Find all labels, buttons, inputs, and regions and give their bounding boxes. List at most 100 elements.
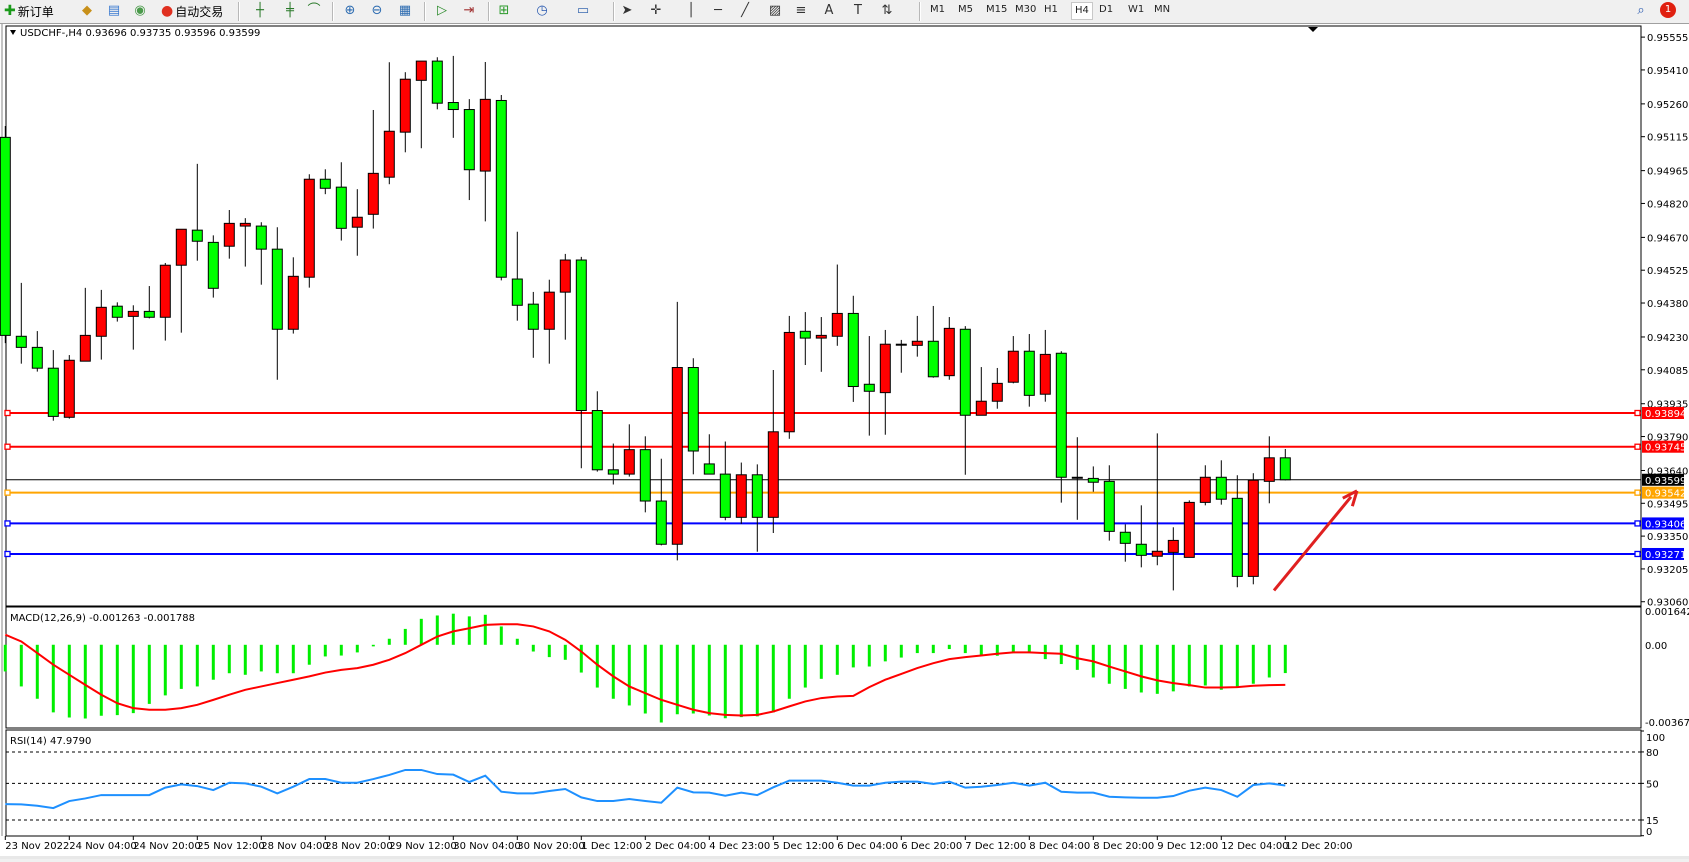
separator	[424, 2, 426, 21]
time-label: 30 Nov 04:00	[453, 841, 520, 852]
candle-bearish	[687, 367, 699, 452]
arrow-head-icon	[1342, 489, 1359, 507]
macd-panel[interactable]	[5, 606, 1642, 729]
timeframe-h4[interactable]: H4	[1071, 2, 1093, 20]
candle-bullish	[975, 400, 987, 416]
trend-arrow-icon[interactable]	[1272, 495, 1353, 592]
candle-bearish	[591, 410, 603, 471]
toolbar: ✚ 新订单 ◆ ▤ ◉ ● 自动交易 ┼ ╪ ⌒ ⊕ ⊖ ▦ ▷ ⇥ ⊞ ◷ ▭…	[0, 0, 1689, 24]
price-tick-label: 0.94525	[1647, 266, 1688, 277]
candle-bearish	[191, 229, 203, 242]
search-icon[interactable]: ⌕	[1637, 3, 1645, 18]
notification-badge[interactable]: 1	[1660, 2, 1676, 18]
candle-bullish	[303, 178, 315, 278]
price-tick-label: 0.93935	[1647, 400, 1688, 411]
time-label: 25 Nov 12:00	[197, 841, 264, 852]
bar-chart-icon[interactable]: ┼	[256, 3, 264, 18]
candle-bearish	[207, 241, 219, 289]
line-anchor-handle[interactable]	[4, 550, 11, 558]
candle-bullish	[1183, 501, 1195, 558]
price-tick-label: 0.95555	[1647, 33, 1688, 44]
candle-bearish	[1087, 477, 1099, 483]
candle-bearish	[431, 60, 443, 104]
text-icon[interactable]: A	[824, 3, 834, 18]
new-order-button[interactable]: ✚ 新订单	[4, 2, 54, 20]
collapse-triangle-icon[interactable]	[10, 30, 16, 35]
line-anchor-handle[interactable]	[4, 520, 11, 527]
auto-scroll-icon[interactable]: ⇥	[463, 3, 475, 18]
price-tick-label: 0.93790	[1647, 433, 1688, 444]
trendline-icon[interactable]: ╱	[741, 3, 749, 18]
main-chart-panel[interactable]	[5, 25, 1642, 607]
navigator-icon[interactable]: ▤	[107, 3, 121, 18]
candlestick-chart-icon[interactable]: ╪	[286, 3, 294, 18]
line-anchor-handle[interactable]	[1634, 550, 1641, 558]
candle-bearish	[847, 312, 859, 388]
candle-bullish	[623, 449, 635, 475]
timeframe-h1[interactable]: H1	[1044, 4, 1058, 15]
price-tick-label: 0.93205	[1647, 565, 1688, 576]
price-tick-label: 0.94670	[1647, 233, 1688, 244]
cursor-icon[interactable]: ➤	[621, 3, 633, 18]
timeframe-m30[interactable]: M30	[1015, 4, 1037, 15]
timeframe-m5[interactable]: M5	[958, 4, 973, 15]
price-chart[interactable]: USDCHF-,H4 0.93696 0.93735 0.93596 0.935…	[0, 24, 1689, 858]
candle-bullish	[879, 343, 891, 394]
candle-bearish	[1119, 531, 1131, 544]
rsi-tick-label: 50	[1646, 779, 1659, 790]
timeframe-w1[interactable]: W1	[1128, 4, 1145, 15]
indicators-icon[interactable]: ⊞	[498, 3, 510, 18]
price-tick-label: 0.93060	[1647, 598, 1688, 609]
line-anchor-handle[interactable]	[4, 489, 11, 496]
arrows-icon[interactable]: ⇅	[881, 3, 893, 18]
time-label: 6 Dec 04:00	[837, 841, 898, 852]
candle-bullish	[415, 60, 427, 81]
tile-windows-icon[interactable]: ▦	[398, 3, 412, 18]
meta-editor-icon[interactable]: ◆	[82, 3, 92, 18]
timeframe-m1[interactable]: M1	[930, 4, 945, 15]
line-anchor-handle[interactable]	[1634, 443, 1641, 450]
chart-shift-marker-icon[interactable]	[1308, 27, 1318, 32]
line-anchor-handle[interactable]	[1634, 520, 1641, 527]
line-anchor-handle[interactable]	[4, 409, 11, 417]
time-label: 12 Dec 20:00	[1285, 841, 1352, 852]
candle-bearish	[271, 248, 283, 330]
rsi-label: RSI(14) 47.9790	[10, 736, 91, 747]
zoom-out-icon[interactable]: ⊖	[371, 3, 383, 18]
timeframe-m15[interactable]: M15	[986, 4, 1008, 15]
timeframe-mn[interactable]: MN	[1154, 4, 1171, 15]
timeframe-d1[interactable]: D1	[1099, 4, 1114, 15]
price-tick-label: 0.94380	[1647, 299, 1688, 310]
candle-bearish	[863, 383, 875, 392]
vertical-line-icon[interactable]: │	[687, 3, 695, 18]
line-anchor-handle[interactable]	[4, 443, 11, 450]
price-label-box	[1642, 473, 1684, 486]
text-label-icon[interactable]: T	[854, 3, 862, 18]
candle-bullish	[1007, 350, 1019, 383]
chart-shift-icon[interactable]: ▷	[437, 3, 447, 18]
line-anchor-handle[interactable]	[1634, 409, 1641, 417]
line-chart-icon[interactable]: ⌒	[307, 3, 321, 18]
time-label: 8 Dec 04:00	[1029, 841, 1090, 852]
chart-window[interactable]: USDCHF-,H4 0.93696 0.93735 0.93596 0.935…	[0, 24, 1689, 858]
candle-bearish	[751, 474, 763, 518]
crosshair-icon[interactable]: ✛	[650, 3, 662, 18]
candle-bearish	[335, 186, 347, 229]
time-label: 4 Dec 23:00	[709, 841, 770, 852]
candle-bullish	[479, 98, 491, 172]
templates-icon[interactable]: ▭	[576, 3, 590, 18]
candle-bullish	[239, 222, 251, 227]
periods-clock-icon[interactable]: ◷	[536, 3, 548, 18]
zoom-in-icon[interactable]: ⊕	[344, 3, 356, 18]
candle-bullish	[1247, 479, 1259, 577]
line-anchor-handle[interactable]	[1634, 489, 1641, 496]
fibonacci-icon[interactable]: ≡	[795, 3, 807, 18]
candle-bullish	[223, 222, 235, 247]
equidistant-channel-icon[interactable]: ▨	[768, 3, 782, 18]
candle-bullish	[63, 359, 75, 418]
horizontal-line-icon[interactable]: ─	[714, 3, 722, 18]
separator	[613, 2, 615, 21]
signals-icon[interactable]: ◉	[134, 3, 146, 18]
auto-trading-button[interactable]: ● 自动交易	[161, 2, 223, 20]
candle-bearish	[511, 278, 523, 306]
